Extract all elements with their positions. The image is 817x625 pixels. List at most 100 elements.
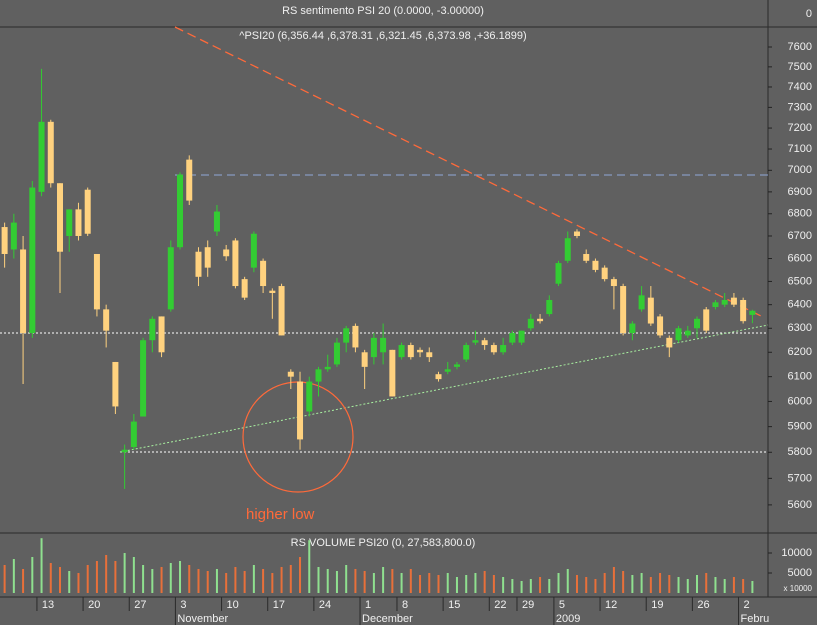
y-tick-label: 6600: [788, 252, 812, 264]
candle-body: [453, 364, 460, 367]
x-tick-label: 13: [42, 599, 54, 611]
x-tick-label: 5: [559, 599, 565, 611]
y-tick-label: 7200: [788, 122, 812, 134]
volume-bar: [372, 573, 375, 593]
volume-bar: [317, 567, 320, 593]
candle-body: [638, 295, 645, 310]
volume-bar: [400, 573, 403, 593]
candle-body: [592, 260, 599, 270]
x-tick-label: 26: [697, 599, 709, 611]
candle-body: [204, 247, 211, 268]
volume-bar: [714, 577, 717, 593]
candle-body: [223, 249, 230, 257]
volume-bar: [455, 577, 458, 593]
axis-note: x 10000: [784, 584, 813, 593]
x-tick-label: 29: [522, 599, 534, 611]
month-label: December: [362, 613, 413, 625]
candle-body: [343, 328, 350, 343]
y-tick-label: 0: [806, 8, 812, 20]
volume-bar: [142, 565, 145, 593]
volume-bar: [299, 557, 302, 593]
candle-body: [287, 371, 294, 377]
candle-body: [444, 369, 451, 372]
candle-body: [629, 323, 636, 334]
volume-bar: [262, 569, 265, 593]
x-tick-label: 2: [744, 599, 750, 611]
candle-body: [103, 309, 110, 331]
trend-line: [174, 26, 766, 319]
month-label: Febru: [741, 613, 770, 625]
volume-bar: [705, 573, 708, 593]
volume-bar: [179, 561, 182, 593]
volume-bar: [151, 569, 154, 593]
candle-body: [712, 302, 719, 308]
volume-bar: [22, 569, 25, 593]
volume-bar: [529, 579, 532, 593]
volume-bar: [723, 579, 726, 593]
y-tick-label: 6500: [788, 275, 812, 287]
y-tick-label: 5600: [788, 499, 812, 511]
candle-body: [121, 449, 128, 453]
candle-body: [213, 211, 220, 232]
y-tick-label: 6200: [788, 346, 812, 358]
candle-body: [518, 330, 525, 343]
candle-body: [564, 238, 571, 261]
volume-bar: [77, 573, 80, 593]
month-label: November: [177, 613, 228, 625]
candle-body: [389, 349, 396, 397]
y-tick-label: 10000: [781, 547, 812, 559]
candle-body: [241, 279, 248, 298]
candle-body: [546, 299, 553, 315]
candle-body: [232, 240, 239, 287]
volume-bar: [234, 567, 237, 593]
candle-body: [93, 253, 100, 310]
candle-body: [435, 374, 442, 380]
y-tick-label: 5700: [788, 472, 812, 484]
volume-bar: [289, 565, 292, 593]
x-tick-label: 12: [605, 599, 617, 611]
candle-body: [398, 345, 405, 358]
volume-bar: [594, 579, 597, 593]
volume-bar: [649, 577, 652, 593]
candle-body: [472, 340, 479, 343]
candle-body: [620, 286, 627, 334]
volume-bar: [308, 540, 311, 593]
candle-body: [573, 231, 580, 236]
volume-bar: [12, 559, 15, 593]
candle-body: [186, 159, 193, 201]
candle-body: [333, 342, 340, 365]
volume-bar: [206, 571, 209, 593]
volume-bar: [474, 573, 477, 593]
candle-body: [269, 290, 276, 294]
annotation: higher low: [246, 506, 315, 523]
volume-bar: [215, 569, 218, 593]
candle-body: [380, 337, 387, 353]
x-tick-label: 22: [494, 599, 506, 611]
panel-title: RS sentimento PSI 20 (0.0000, -3.00000): [282, 5, 484, 17]
candle-body: [749, 310, 756, 315]
candle-body: [666, 337, 673, 348]
candle-body: [647, 297, 654, 324]
volume-bar: [677, 577, 680, 593]
volume-bar: [446, 573, 449, 593]
x-tick-label: 15: [448, 599, 460, 611]
volume-bar: [326, 569, 329, 593]
candle-body: [297, 381, 304, 440]
y-tick-label: 5000: [788, 567, 812, 579]
volume-bar: [492, 575, 495, 593]
candle-body: [527, 318, 534, 329]
volume-bar: [575, 575, 578, 593]
x-tick-label: 20: [88, 599, 100, 611]
candle-body: [610, 279, 617, 287]
volume-bar: [354, 569, 357, 593]
volume-bar: [95, 561, 98, 593]
volume-bar: [132, 557, 135, 593]
volume-bar: [271, 573, 274, 593]
volume-bar: [31, 557, 34, 593]
candle-body: [57, 183, 64, 252]
volume-bar: [566, 569, 569, 593]
candle-body: [361, 352, 368, 367]
volume-bar: [114, 561, 117, 593]
candle-body: [1, 227, 8, 254]
